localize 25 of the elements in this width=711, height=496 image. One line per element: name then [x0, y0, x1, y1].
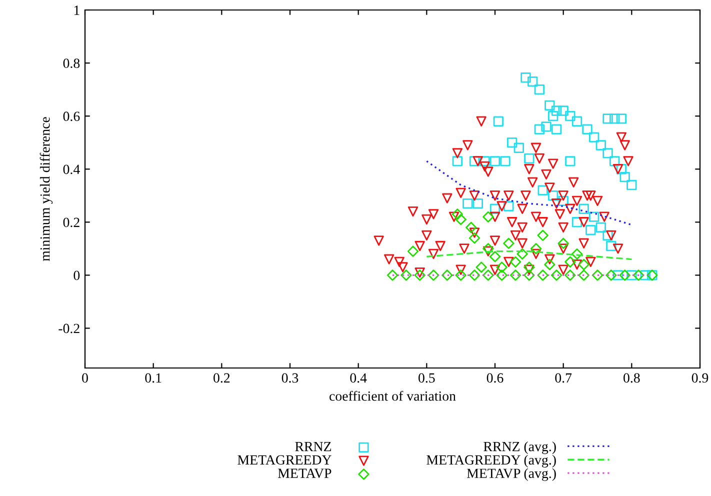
legend-label: RRNZ: [295, 442, 332, 452]
legend-label: METAGREEDY: [238, 455, 332, 465]
y-tick-label: 0.8: [63, 58, 80, 68]
x-tick-label: 0.6: [486, 373, 504, 383]
x-tick-label: 0.3: [282, 373, 298, 383]
x-tick-label: 0: [82, 373, 88, 383]
x-tick-label: 0.9: [692, 373, 708, 383]
x-tick-label: 0.5: [418, 373, 435, 383]
x-tick-label: 0.8: [624, 373, 640, 383]
y-tick-label: 1: [74, 6, 80, 15]
x-tick-label: 0.7: [555, 373, 572, 383]
y-tick-label: 0: [74, 270, 80, 280]
y-tick-label: 0.2: [63, 218, 80, 228]
legend-label: METAGREEDY (avg.): [426, 454, 556, 468]
y-tick-label: 0.4: [63, 164, 80, 174]
legend-label: RRNZ (avg.): [484, 441, 556, 454]
legend-label: METAVP (avg.): [466, 468, 556, 481]
x-tick-label: 0.4: [350, 373, 367, 383]
y-tick-label: 0.6: [63, 112, 80, 122]
y-tick-label: -0.2: [58, 324, 80, 334]
legend-label: METAVP: [278, 468, 332, 478]
x-tick-label: 0.2: [214, 373, 230, 383]
x-axis-title: coefficient of variation: [330, 390, 456, 401]
x-tick-label: 0.1: [145, 373, 162, 383]
y-axis-title: minimum yield difference: [40, 117, 53, 262]
